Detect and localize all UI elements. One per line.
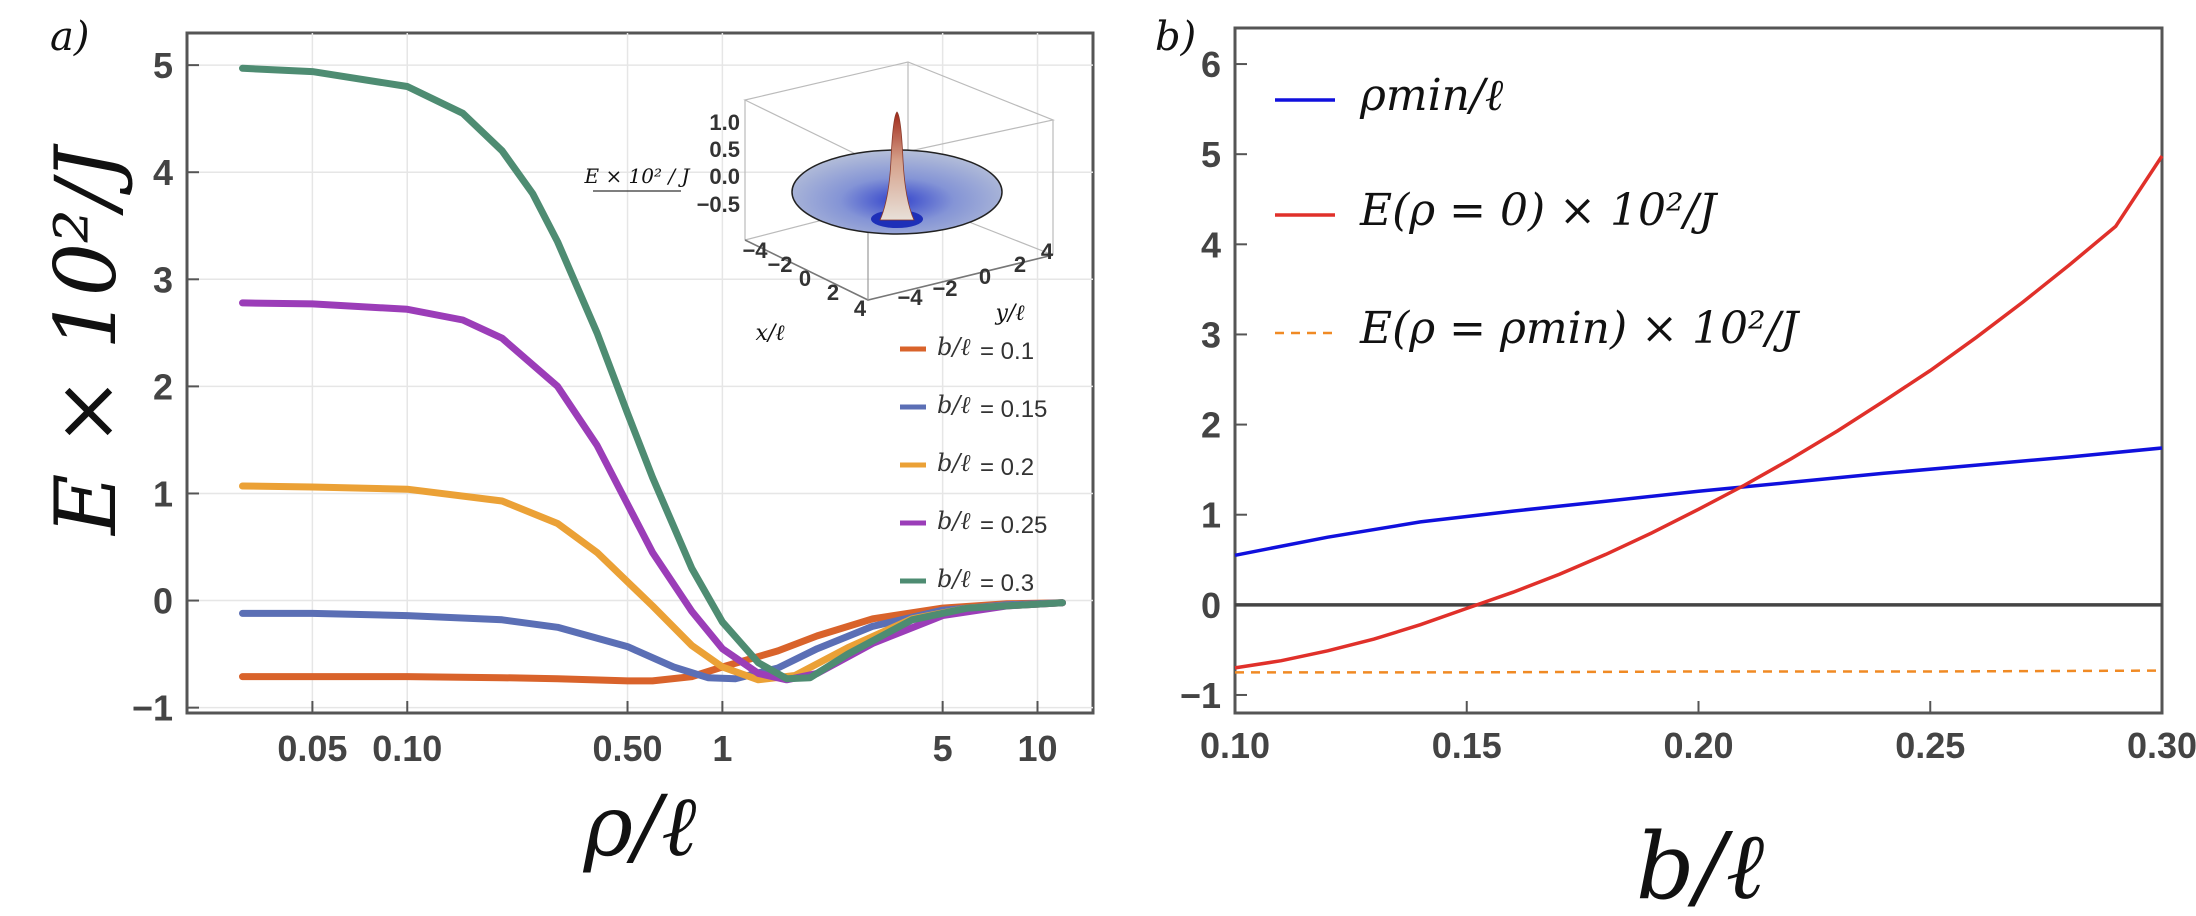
panel-a-xtick-label: 0.05: [277, 728, 347, 769]
legend-a-symbol: b/ℓ: [937, 333, 970, 361]
panel-b-ytick-label: 5: [1201, 134, 1221, 175]
legend-a-label: = 0.25: [980, 512, 1047, 539]
inset-x-tick: 4: [854, 296, 867, 321]
inset-z-tick: 1.0: [709, 110, 740, 135]
legend-b-label: ρmin/ℓ: [1359, 70, 1504, 121]
inset-y-tick: −4: [897, 285, 923, 310]
inset-y-tick: 4: [1041, 239, 1054, 264]
inset-y-tick: 0: [979, 264, 991, 289]
panel-a-ytick-label: 2: [153, 366, 173, 407]
panel-a-ytick-label: 3: [153, 259, 173, 300]
inset-y-ticks: −4 −2 0 2 4: [897, 239, 1053, 310]
panel-a-series-line: [239, 64, 1066, 683]
inset-xlabel: x/ℓ: [756, 321, 786, 346]
legend-a-symbol: b/ℓ: [937, 449, 970, 477]
panel-b-label: b): [1155, 14, 1196, 60]
panel-b-plot-area: [1233, 26, 2164, 715]
inset-x-tick: −4: [742, 238, 768, 263]
panel-a-xtick-label: 10: [1017, 728, 1057, 769]
legend-a-symbol: b/ℓ: [937, 391, 970, 419]
panel-b-legend: ρmin/ℓ E(ρ = 0) × 10²/J E(ρ = ρmin) × 10²/…: [1275, 70, 1800, 354]
inset-z-tick: 0.0: [709, 164, 740, 189]
panel-a-legend: b/ℓ = 0.1 b/ℓ = 0.15 b/ℓ = 0.2 b/ℓ = 0.25 b/ℓ = 0…: [900, 333, 1047, 597]
panel-a-xtick-label: 0.50: [592, 728, 662, 769]
inset-z-ticks: 1.0 0.5 0.0 −0.5: [697, 110, 740, 217]
inset-zlabel: E × 10² / J: [583, 164, 690, 188]
panel-b-curves: [1234, 155, 2164, 674]
panel-a-ytick-label: 5: [153, 45, 173, 86]
panel-a-label: a): [50, 14, 89, 60]
inset-x-tick: −2: [767, 252, 792, 277]
panel-a-ytick-label: 0: [153, 581, 173, 622]
panel-a-curves: [239, 64, 1066, 685]
legend-a-label: = 0.3: [980, 570, 1034, 597]
panel-b-xtick-label: 0.15: [1432, 725, 1502, 766]
inset-y-tick: −2: [932, 276, 957, 301]
panel-a-series-line: [239, 299, 1066, 684]
inset-z-tick: 0.5: [709, 137, 740, 162]
panel-a-xtick-label: 1: [712, 728, 732, 769]
panel-b-xtick-label: 0.30: [2127, 725, 2196, 766]
panel-b-ticks: 0.10 0.15 0.20 0.25 0.30 −1 0 1 2 3 4 5 6: [1180, 44, 2196, 766]
panel-a-ytick-label: 1: [153, 473, 173, 514]
panel-a-ylabel: E × 10²/J: [37, 143, 135, 537]
legend-a-symbol: b/ℓ: [937, 565, 970, 593]
panel-b-series-line: [1235, 669, 2163, 674]
inset-x-tick: 0: [799, 266, 811, 291]
inset-x-tick: 2: [827, 280, 839, 305]
panel-b-ytick-label: 1: [1201, 495, 1221, 536]
legend-a-symbol: b/ℓ: [937, 507, 970, 535]
panel-b-xtick-label: 0.10: [1200, 725, 1270, 766]
inset-ylabel: y/ℓ: [994, 301, 1025, 326]
panel-b-series-line: [1234, 155, 2164, 670]
panel-b-ytick-label: 4: [1201, 224, 1221, 265]
panel-a-xtick-label: 5: [933, 728, 953, 769]
panel-b-xlabel: b/ℓ: [1636, 813, 1764, 916]
panel-a-xtick-label: 0.10: [372, 728, 442, 769]
legend-b-label: E(ρ = ρmin) × 10²/J: [1359, 303, 1800, 354]
legend-b-label: E(ρ = 0) × 10²/J: [1359, 185, 1718, 236]
panel-b-xtick-label: 0.20: [1663, 725, 1733, 766]
panel-b-ytick-label: 0: [1201, 585, 1221, 626]
panel-b-ytick-label: 2: [1201, 405, 1221, 446]
inset-z-tick: −0.5: [697, 192, 740, 217]
panel-a-ytick-label: −1: [132, 688, 173, 729]
inset-surface-peak: [879, 111, 915, 221]
legend-a-label: = 0.1: [980, 338, 1034, 365]
legend-a-label: = 0.2: [980, 454, 1034, 481]
panel-b-series-line: [1234, 446, 2163, 558]
panel-a-xlabel: ρ/ℓ: [583, 777, 697, 875]
panel-a-series-line: [239, 599, 1066, 685]
inset-x-ticks: −4 −2 0 2 4: [742, 238, 866, 321]
panel-a-ytick-label: 4: [153, 152, 173, 193]
panel-b-ytick-label: −1: [1180, 675, 1221, 716]
panel-b-ytick-label: 6: [1201, 44, 1221, 85]
inset-y-tick: 2: [1014, 252, 1026, 277]
panel-b-xtick-label: 0.25: [1895, 725, 1965, 766]
legend-a-label: = 0.15: [980, 396, 1047, 423]
inset-3d-surface-plot: 1.0 0.5 0.0 −0.5 −4 −2 0 2 4 −4 −2 0 2 4…: [583, 61, 1056, 346]
panel-b: b) 0.10 0.15 0.20 0.25 0.30 −1 0 1 2 3 4 5 6 b/ℓ ρmi…: [1155, 14, 2196, 916]
panel-b-ytick-label: 3: [1201, 314, 1221, 355]
